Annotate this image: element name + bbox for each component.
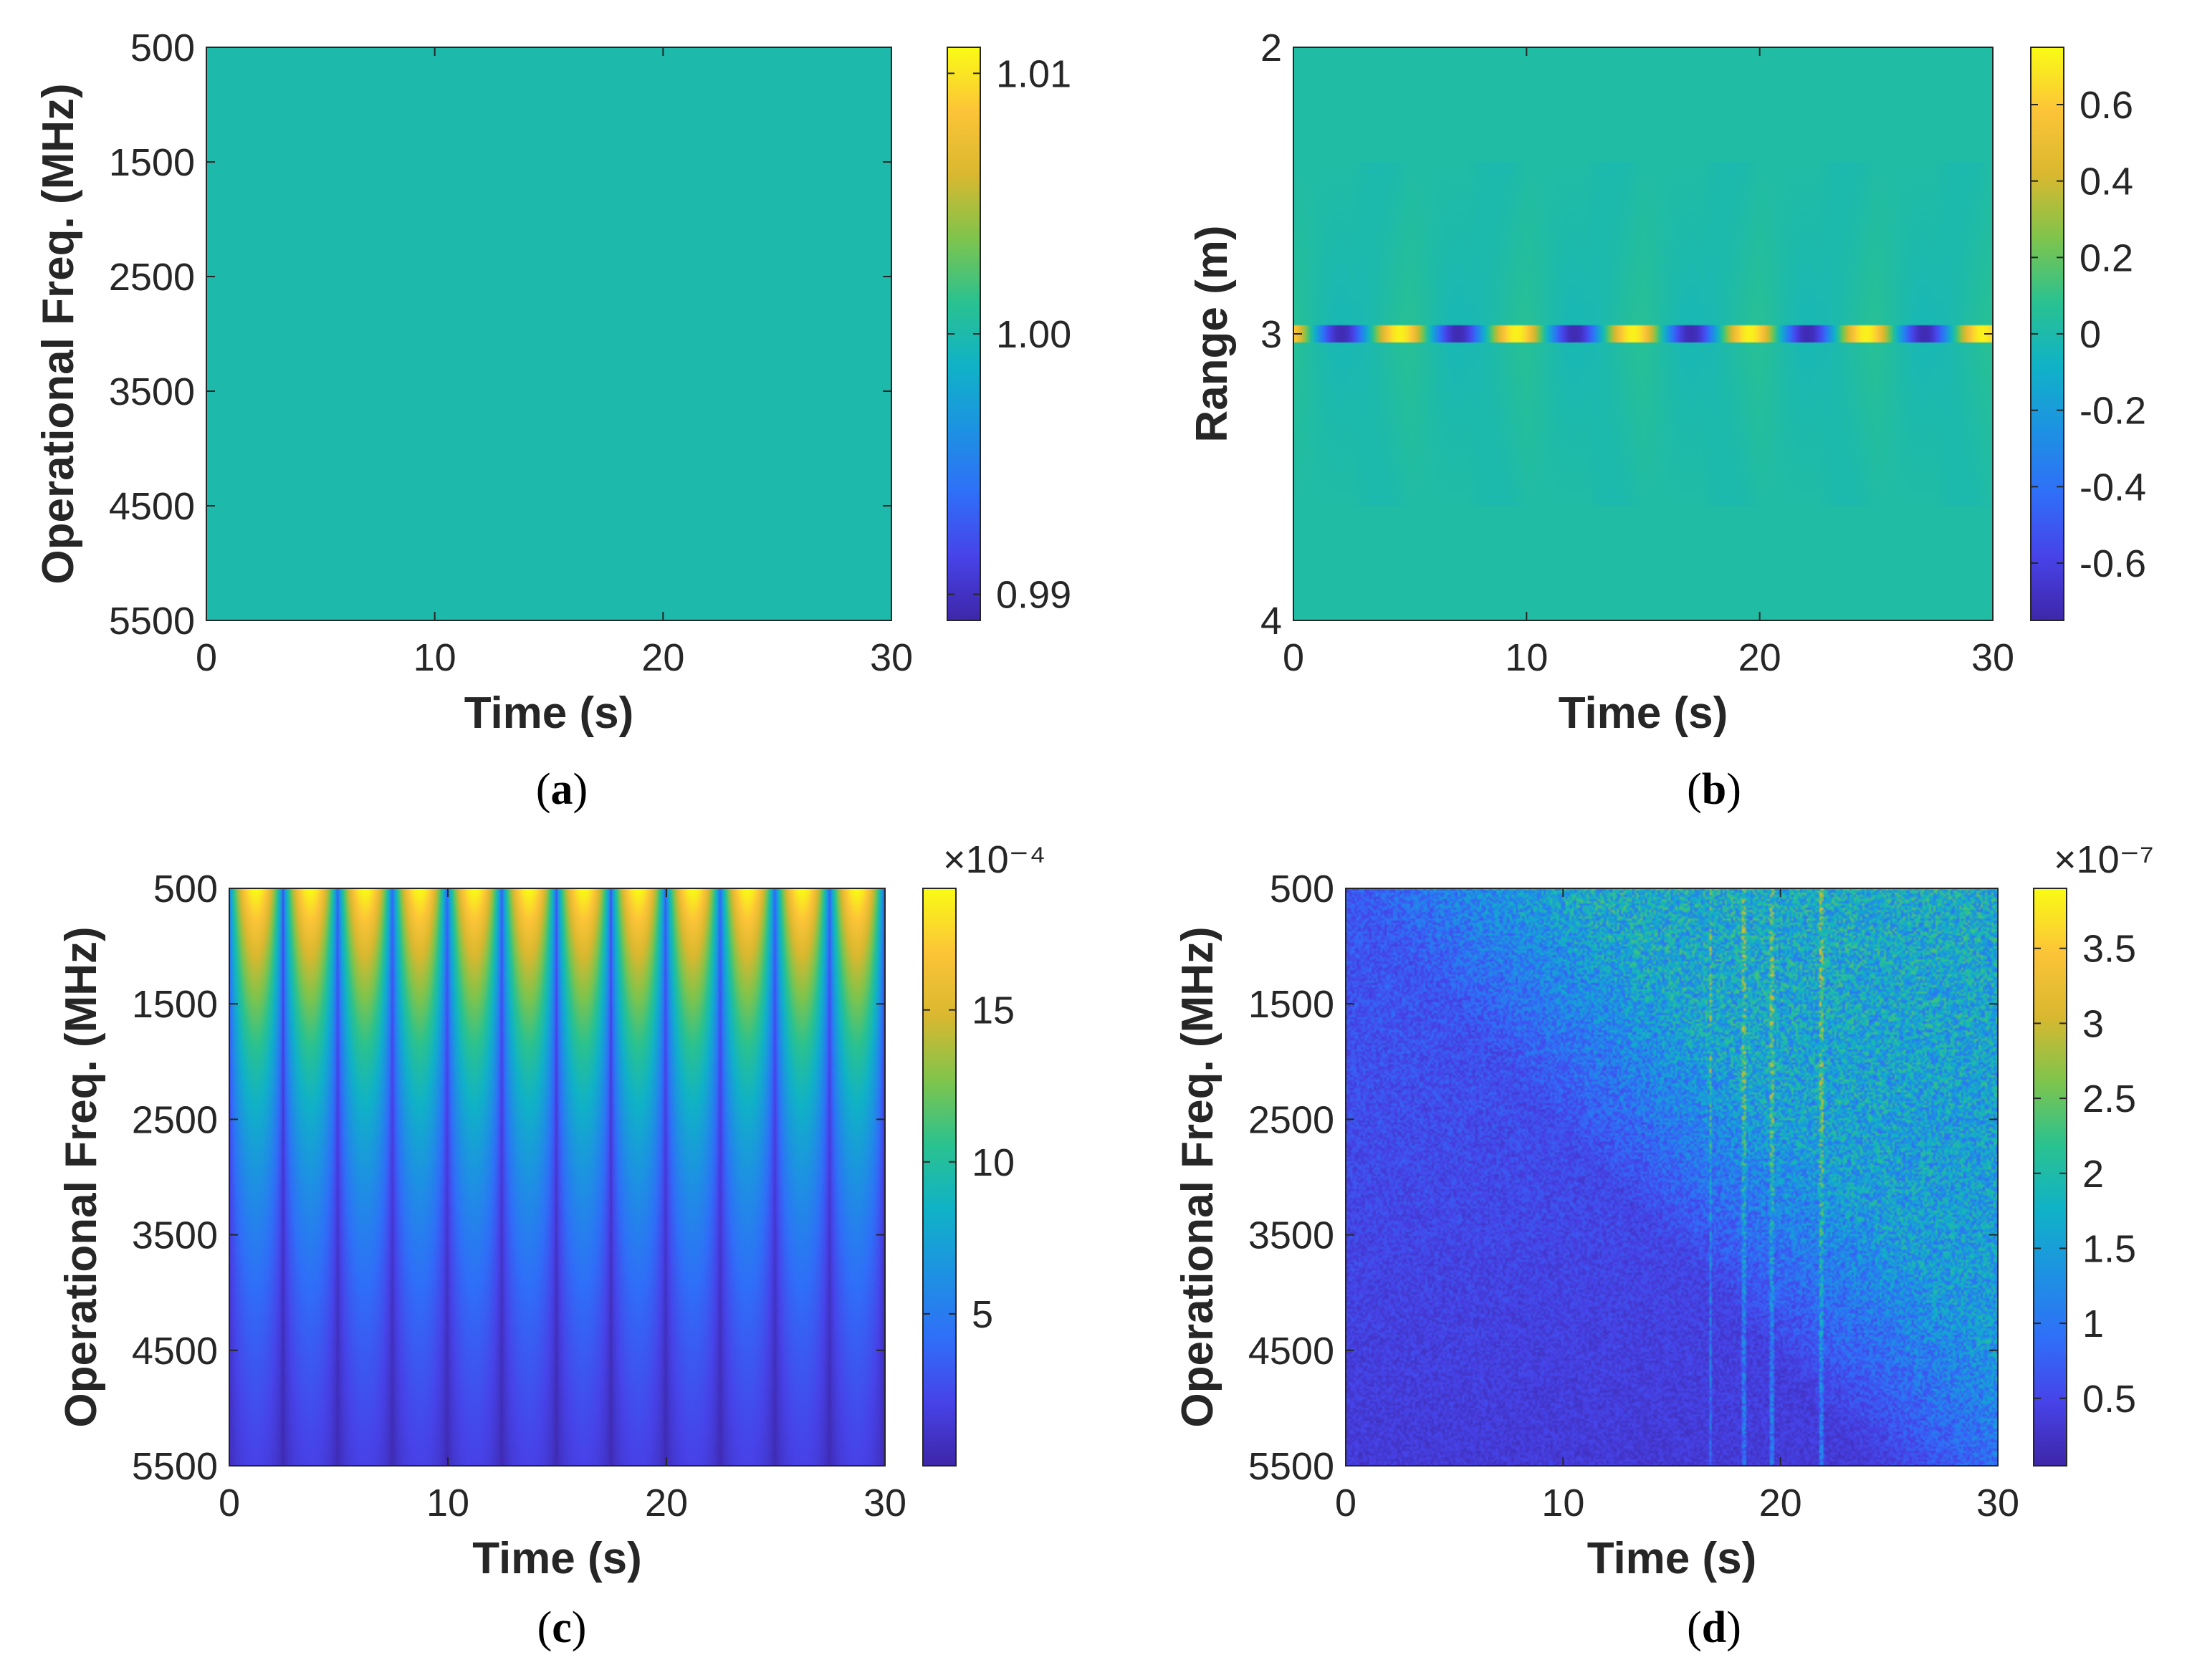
panel-caption-d: (d): [1687, 1603, 1741, 1652]
y-tick-label: 1500: [109, 141, 195, 184]
x-tick-label: 30: [1976, 1482, 2019, 1525]
plot-frame-c: [229, 888, 886, 1467]
panel-caption-a: (a): [536, 765, 588, 814]
y-tick-label: 500: [130, 27, 195, 69]
colorbar-tick-label: 1.00: [996, 313, 1071, 356]
colorbar-exponent-label: ×10⁻⁷: [2054, 838, 2154, 881]
colorbar-d: [2033, 888, 2067, 1467]
x-tick-label: 20: [1759, 1482, 1802, 1525]
colorbar-exponent-label: ×10⁻⁴: [943, 838, 1045, 881]
x-axis-label: Time (s): [1587, 1534, 1757, 1583]
y-tick-label: 3500: [132, 1214, 218, 1257]
colorbar-tick-label: 3.5: [2082, 928, 2136, 971]
colorbar-tick-label: 2: [2082, 1153, 2104, 1196]
y-tick-label: 3500: [1248, 1214, 1334, 1257]
colorbar-tick-label: 0.5: [2082, 1378, 2136, 1421]
y-tick-label: 3500: [109, 370, 195, 413]
colorbar-tick-label: 0.4: [2080, 160, 2133, 203]
heatmap-image-c: [229, 888, 885, 1466]
x-axis-label: Time (s): [472, 1534, 642, 1583]
x-tick-label: 20: [641, 636, 684, 679]
heatmap-image-d: [1346, 888, 1998, 1466]
y-tick-label: 5500: [109, 600, 195, 643]
colorbar-tick-label: -0.2: [2080, 390, 2146, 433]
y-tick-label: 4500: [132, 1330, 218, 1373]
colorbar-tick-label: 0.99: [996, 574, 1071, 617]
y-axis-label: Operational Freq. (MHz): [1173, 926, 1222, 1427]
colorbar-tick-label: 2.5: [2082, 1077, 2136, 1120]
y-tick-label: 1500: [1248, 983, 1334, 1026]
y-tick-label: 3: [1260, 313, 1282, 356]
y-tick-label: 2500: [1248, 1098, 1334, 1141]
x-tick-label: 0: [219, 1482, 240, 1525]
colorbar-tick-label: 1.5: [2082, 1227, 2136, 1270]
x-tick-label: 30: [1971, 636, 2014, 679]
heatmap-image-b: [1293, 47, 1993, 620]
y-tick-label: 5500: [132, 1445, 218, 1488]
x-tick-label: 10: [1505, 636, 1548, 679]
x-tick-label: 0: [196, 636, 217, 679]
panel-caption-b: (b): [1687, 765, 1741, 814]
colorbar-c: [922, 888, 957, 1467]
y-tick-label: 1500: [132, 983, 218, 1026]
x-tick-label: 30: [863, 1482, 906, 1525]
y-tick-label: 2500: [132, 1098, 218, 1141]
plot-frame-d: [1345, 888, 1999, 1467]
colorbar-tick-label: 5: [972, 1293, 993, 1336]
colorbar-tick-label: -0.6: [2080, 542, 2146, 585]
colorbar-tick-label: 1.01: [996, 52, 1071, 95]
x-tick-label: 10: [426, 1482, 469, 1525]
x-axis-label: Time (s): [464, 688, 634, 738]
heatmap-image-a: [206, 47, 891, 620]
x-tick-label: 30: [870, 636, 913, 679]
y-axis-label: Operational Freq. (MHz): [34, 83, 83, 584]
x-tick-label: 0: [1283, 636, 1304, 679]
colorbar-tick-label: 0: [2080, 313, 2101, 356]
y-tick-label: 2: [1260, 27, 1282, 69]
panel-caption-c: (c): [537, 1603, 587, 1652]
plot-frame-a: [206, 47, 892, 621]
colorbar-tick-label: 15: [972, 989, 1015, 1032]
colorbar-tick-label: 0.6: [2080, 84, 2133, 127]
y-axis-label: Operational Freq. (MHz): [57, 926, 106, 1427]
colorbar-tick-label: -0.4: [2080, 466, 2146, 509]
y-axis-label: Range (m): [1187, 225, 1237, 442]
x-axis-label: Time (s): [1559, 688, 1728, 738]
x-tick-label: 20: [1738, 636, 1781, 679]
y-tick-label: 500: [1270, 868, 1334, 911]
y-tick-label: 500: [153, 868, 218, 911]
x-tick-label: 10: [1541, 1482, 1584, 1525]
y-tick-label: 5500: [1248, 1445, 1334, 1488]
x-tick-label: 0: [1335, 1482, 1356, 1525]
colorbar-tick-label: 0.2: [2080, 236, 2133, 279]
y-tick-label: 4500: [1248, 1330, 1334, 1373]
y-tick-label: 2500: [109, 256, 195, 299]
x-tick-label: 20: [645, 1482, 688, 1525]
x-tick-label: 10: [413, 636, 456, 679]
colorbar-tick-label: 3: [2082, 1002, 2104, 1045]
colorbar-tick-label: 1: [2082, 1302, 2104, 1345]
y-tick-label: 4: [1260, 600, 1282, 643]
y-tick-label: 4500: [109, 485, 195, 528]
colorbar-tick-label: 10: [972, 1141, 1015, 1184]
